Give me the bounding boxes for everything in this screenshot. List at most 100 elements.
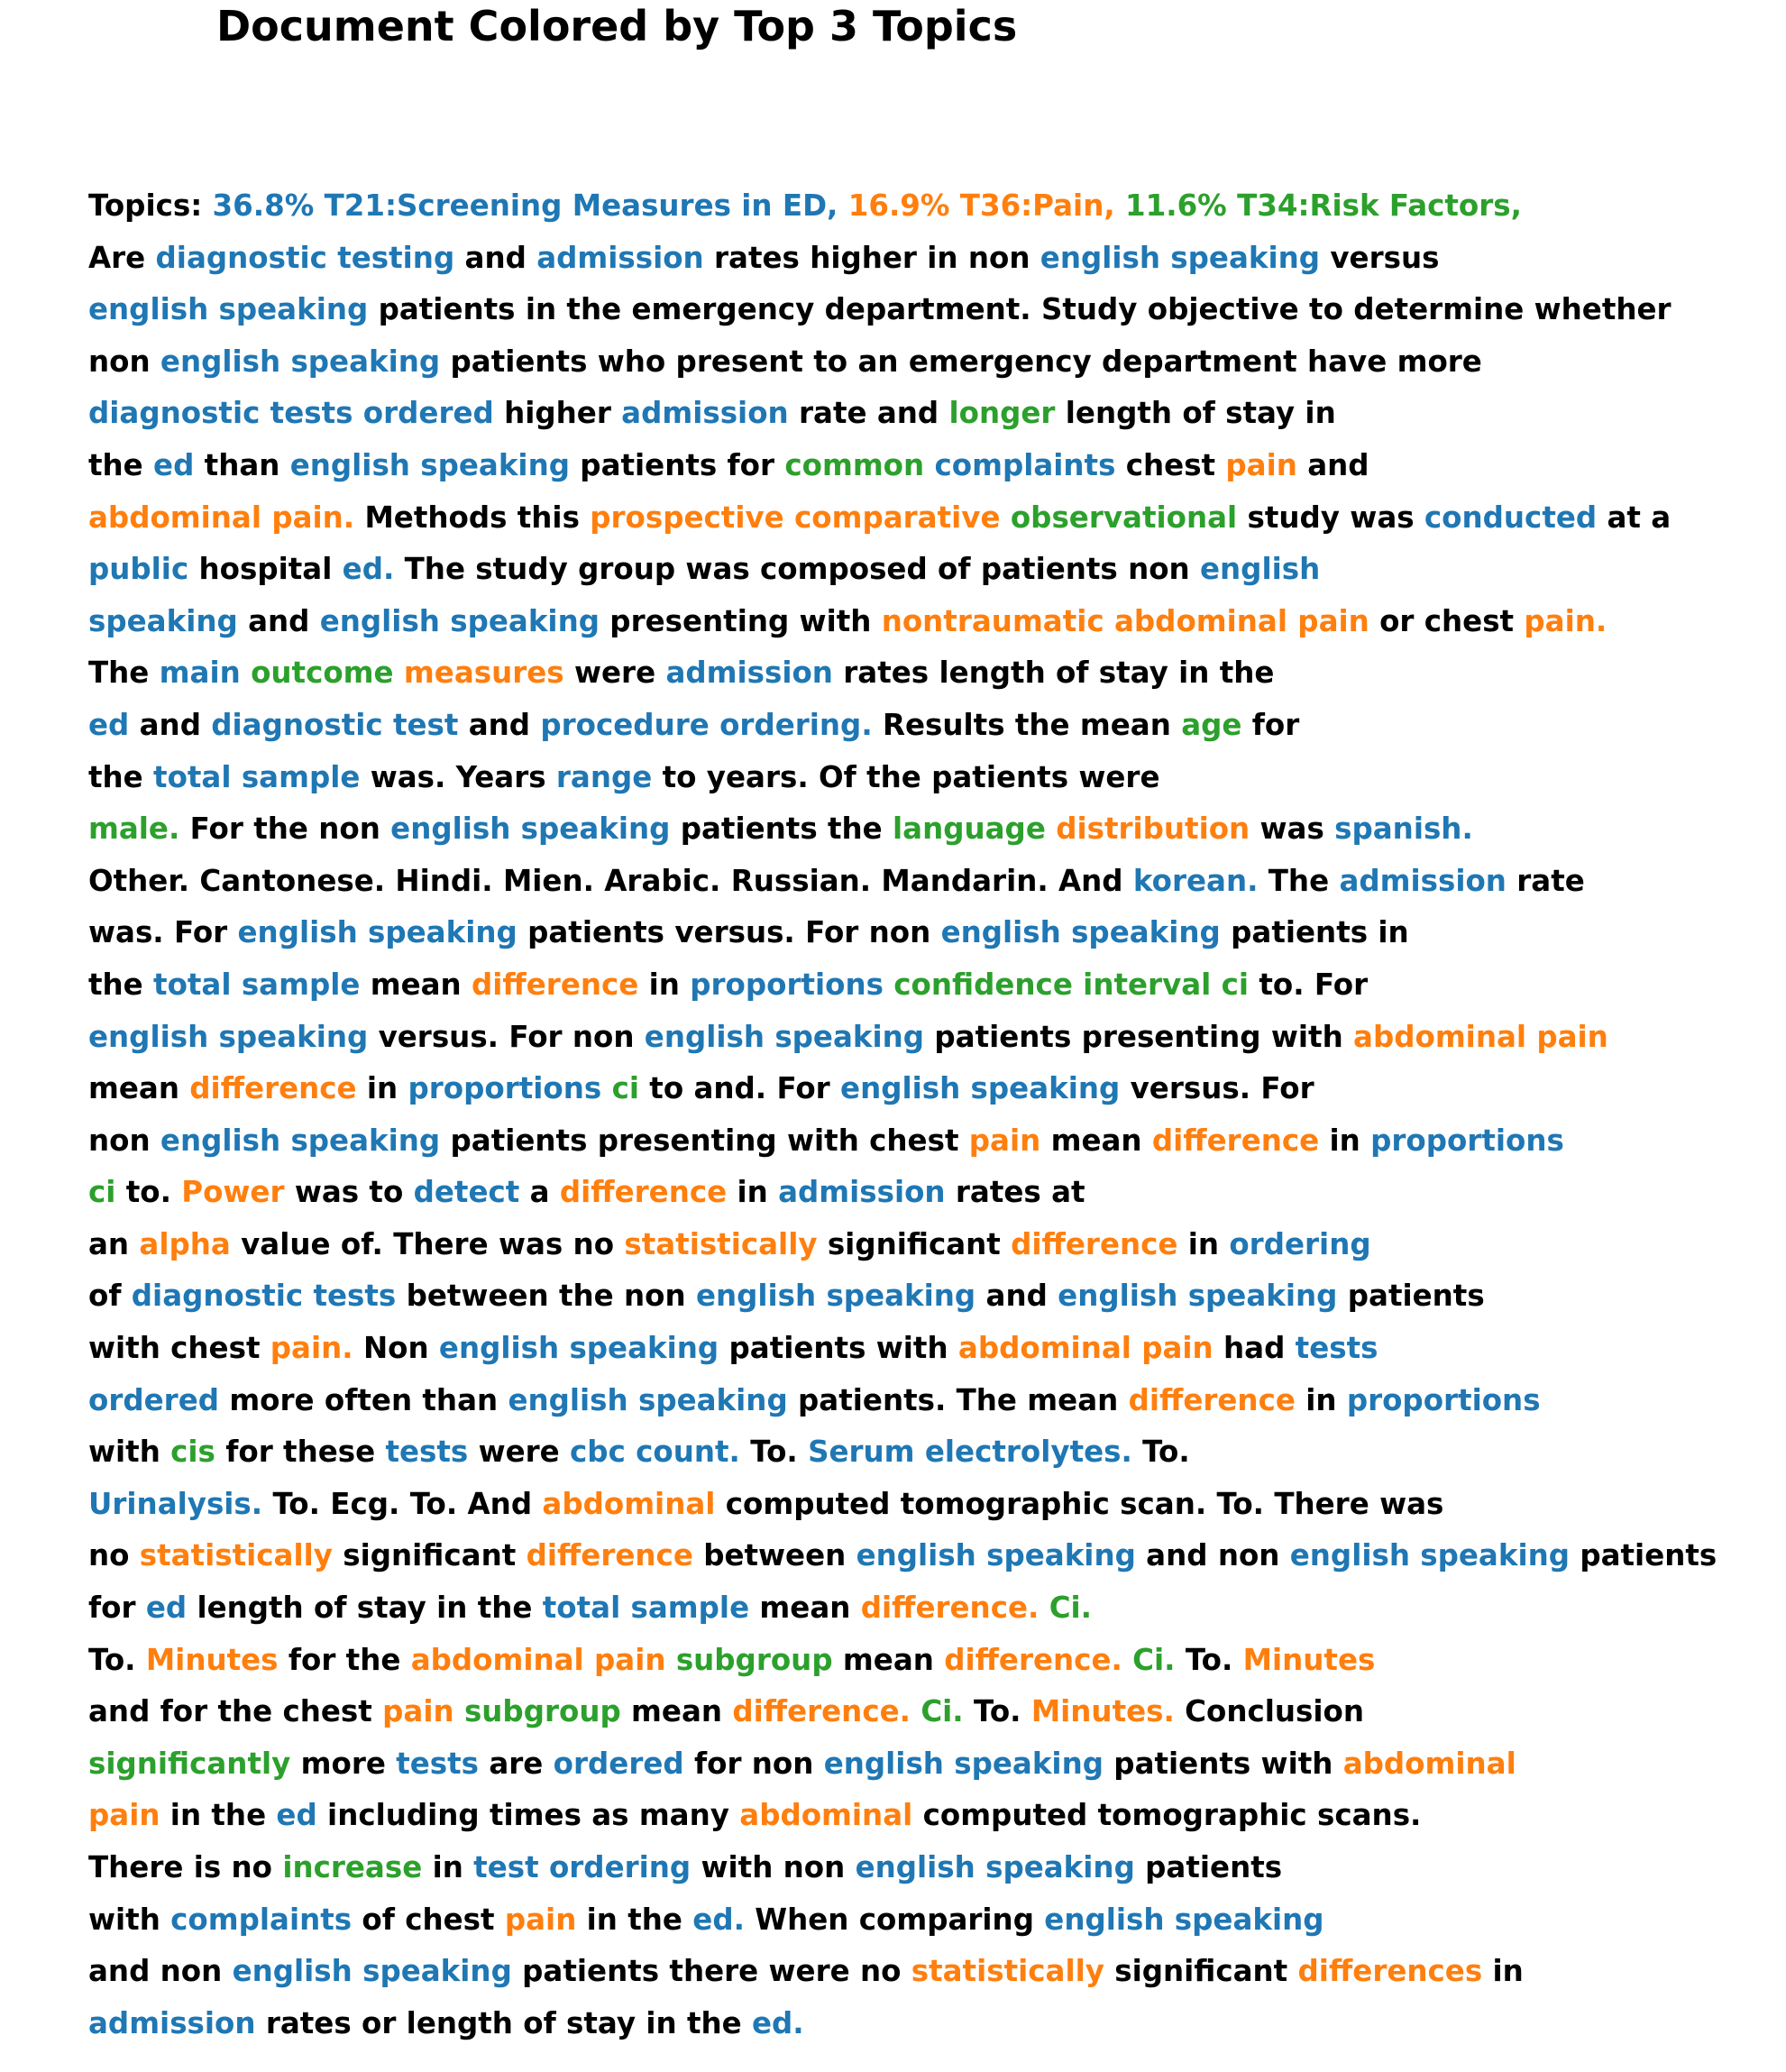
topic-word-t36: statistically — [139, 1538, 333, 1573]
topic-word-t21: Serum electrolytes. — [808, 1435, 1132, 1470]
plain-text: patients presenting with — [924, 1019, 1354, 1054]
plain-text: rates length of stay in the — [832, 656, 1275, 691]
plain-text: To. — [1175, 1642, 1243, 1677]
plain-text — [241, 656, 251, 690]
document-line: diagnostic tests ordered higher admissio… — [88, 388, 1774, 440]
document-line: public hospital ed. The study group was … — [88, 544, 1774, 596]
topic-word-t21: ordered — [88, 1382, 219, 1417]
topic-word-t21: proportions — [1370, 1123, 1564, 1158]
topic-word-t21: diagnostic test — [211, 707, 459, 742]
topic-word-t21: ed — [276, 1798, 317, 1833]
topic-word-t21: public — [88, 552, 189, 587]
plain-text — [911, 1694, 920, 1728]
topic-word-t36: abdominal pain — [410, 1642, 666, 1677]
topic-word-t36: abdominal — [1342, 1746, 1516, 1781]
topic-word-t34: language — [893, 811, 1046, 847]
plain-text: a — [519, 1175, 560, 1210]
plain-text: rates or length of stay in the — [255, 2005, 752, 2040]
plain-text: mean — [1040, 1123, 1152, 1158]
plain-text: hospital — [188, 552, 343, 587]
document-line: There is no increase in test ordering wi… — [88, 1842, 1774, 1894]
topic-word-t34: ci — [611, 1071, 639, 1106]
topic-word-t34: outcome — [251, 656, 394, 691]
topic-word-t21: english speaking — [1289, 1538, 1571, 1573]
plain-text: The — [1258, 863, 1340, 898]
plain-text: Other. Cantonese. Hindi. Mien. Arabic. R… — [88, 863, 1133, 898]
plain-text: non — [88, 344, 160, 379]
document-line: Urinalysis. To. Ecg. To. And abdominal c… — [88, 1479, 1774, 1531]
plain-text: rate and — [788, 396, 949, 431]
plain-text: and non — [88, 1954, 233, 1989]
plain-text: chest — [1115, 447, 1226, 482]
plain-text: patients — [1337, 1279, 1485, 1314]
plain-text: were — [563, 656, 666, 691]
document-line: with chest pain. Non english speaking pa… — [88, 1323, 1774, 1375]
plain-text: computed tomographic scans. — [912, 1798, 1422, 1833]
plain-text: non — [88, 1123, 160, 1158]
plain-text: and for the chest — [88, 1694, 383, 1729]
topic-word-t36: pain. — [1524, 603, 1607, 638]
document-line: english speaking versus. For non english… — [88, 1012, 1774, 1064]
plain-text: mean — [832, 1642, 945, 1677]
document-line: ordered more often than english speaking… — [88, 1375, 1774, 1427]
plain-text: Non — [353, 1331, 439, 1366]
topic-word-t21: english speaking — [88, 1019, 369, 1054]
plain-text: were — [468, 1435, 571, 1470]
topic-word-t21: tests — [385, 1435, 469, 1470]
document-line: and non english speaking patients there … — [88, 1946, 1774, 1998]
document-line: the total sample mean difference in prop… — [88, 959, 1774, 1012]
topic-word-t36: 16.9% T36:Pain, — [847, 188, 1125, 223]
topic-word-t36: prospective comparative — [590, 500, 1001, 535]
plain-text: the — [88, 447, 154, 482]
topic-word-t21: admission — [778, 1175, 946, 1210]
plain-text: patients for — [569, 447, 785, 482]
plain-text: patients versus. For non — [517, 915, 941, 950]
plain-text: was. For — [88, 915, 238, 950]
plain-text: in — [638, 967, 691, 1002]
plain-text: for — [88, 1591, 146, 1626]
document-line: with complaints of chest pain in the ed.… — [88, 1894, 1774, 1947]
plain-text — [884, 967, 893, 1002]
plain-text: and — [237, 603, 320, 638]
topic-word-t21: admission — [536, 240, 704, 275]
plain-text: Methods this — [354, 500, 591, 535]
plain-text: Are — [88, 240, 156, 275]
topic-word-t21: english speaking — [88, 292, 369, 327]
topic-word-t21: english speaking — [232, 1954, 512, 1989]
document-line: no statistically significant difference … — [88, 1530, 1774, 1582]
document-line: an alpha value of. There was no statisti… — [88, 1219, 1774, 1271]
plain-text: patients. The mean — [787, 1382, 1129, 1417]
document-line: for ed length of stay in the total sampl… — [88, 1582, 1774, 1635]
plain-text: was. Years — [360, 759, 556, 794]
plain-text: in — [422, 1850, 474, 1884]
plain-text: more often than — [219, 1382, 508, 1417]
plain-text: For the non — [179, 811, 391, 847]
topic-word-t21: cbc count. — [570, 1435, 740, 1470]
plain-text: patients — [1570, 1538, 1717, 1573]
topic-word-t21: english speaking — [695, 1279, 976, 1314]
plain-text: To. Ecg. To. And — [262, 1486, 543, 1521]
topic-word-t36: statistically — [624, 1226, 818, 1261]
plain-text: mean — [88, 1071, 190, 1106]
topic-word-t36: difference — [472, 967, 639, 1002]
topic-word-t36: abdominal pain — [1353, 1019, 1608, 1054]
plain-text: and — [975, 1279, 1058, 1314]
plain-text: Conclusion — [1174, 1694, 1364, 1729]
plain-text: To. — [1131, 1435, 1190, 1470]
document-body: Topics: 36.8% T21:Screening Measures in … — [88, 180, 1774, 2049]
plain-text: had — [1213, 1331, 1296, 1366]
plain-text: patients with — [719, 1331, 958, 1366]
plain-text: the — [88, 967, 154, 1002]
plain-text: was — [1250, 811, 1335, 847]
topic-word-t21: english speaking — [1040, 240, 1321, 275]
plain-text: are — [479, 1746, 554, 1781]
plain-text: patients who present to an emergency dep… — [440, 344, 1482, 379]
topic-word-t21: english speaking — [940, 915, 1221, 950]
topic-word-t21: ordered — [553, 1746, 684, 1781]
plain-text: with non — [691, 1850, 856, 1884]
plain-text — [454, 1694, 464, 1728]
plain-text: between the non — [396, 1279, 696, 1314]
topic-word-t36: abdominal pain — [957, 1331, 1214, 1366]
plain-text: to and. For — [638, 1071, 841, 1106]
topic-word-t21: english speaking — [644, 1019, 925, 1054]
